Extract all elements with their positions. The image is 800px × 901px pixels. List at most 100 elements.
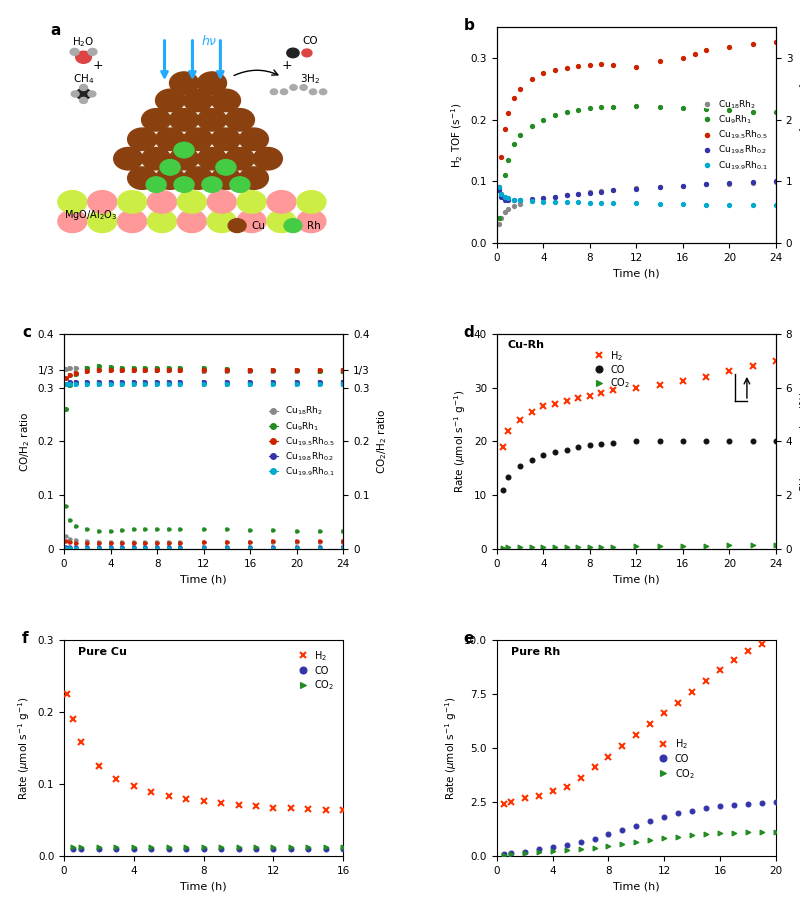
Circle shape [207, 191, 236, 214]
Circle shape [198, 72, 226, 95]
Circle shape [142, 148, 170, 170]
Circle shape [88, 91, 96, 97]
Circle shape [58, 191, 87, 214]
Circle shape [146, 177, 166, 193]
Circle shape [270, 89, 278, 95]
Circle shape [183, 128, 213, 150]
Circle shape [88, 210, 117, 232]
Circle shape [70, 49, 79, 55]
Circle shape [267, 191, 296, 214]
Circle shape [226, 109, 254, 131]
Circle shape [142, 109, 170, 131]
Text: $h\nu$: $h\nu$ [201, 33, 218, 48]
Text: c: c [22, 325, 31, 340]
Circle shape [128, 167, 157, 189]
Circle shape [147, 191, 177, 214]
Y-axis label: H$_2$ TOF (s$^{-1}$): H$_2$ TOF (s$^{-1}$) [450, 102, 465, 168]
Circle shape [211, 167, 241, 189]
Legend: H$_2$, CO, CO$_2$: H$_2$, CO, CO$_2$ [655, 733, 698, 785]
Circle shape [202, 177, 222, 193]
Circle shape [160, 159, 180, 175]
Circle shape [198, 148, 226, 170]
Circle shape [76, 51, 91, 63]
Legend: H$_2$, CO, CO$_2$: H$_2$, CO, CO$_2$ [295, 645, 338, 696]
Circle shape [198, 109, 226, 131]
Circle shape [114, 148, 142, 170]
Text: a: a [50, 23, 61, 38]
Circle shape [88, 191, 117, 214]
Circle shape [302, 49, 312, 57]
Text: b: b [463, 18, 474, 33]
Circle shape [147, 210, 177, 232]
Circle shape [310, 89, 317, 95]
Circle shape [183, 167, 213, 189]
Circle shape [80, 85, 87, 90]
Circle shape [118, 210, 146, 232]
Circle shape [174, 142, 194, 158]
Circle shape [76, 88, 91, 100]
Y-axis label: Rate ($\mu$mol s$^{-1}$ g$^{-1}$): Rate ($\mu$mol s$^{-1}$ g$^{-1}$) [453, 390, 468, 493]
Circle shape [80, 97, 87, 104]
Circle shape [237, 191, 266, 214]
Circle shape [128, 128, 157, 150]
Circle shape [170, 148, 198, 170]
Circle shape [170, 72, 198, 95]
Text: +: + [92, 59, 103, 72]
Circle shape [239, 167, 268, 189]
Circle shape [211, 89, 241, 112]
Text: H$_2$O: H$_2$O [72, 36, 94, 50]
Circle shape [239, 128, 268, 150]
Circle shape [178, 191, 206, 214]
Circle shape [226, 148, 254, 170]
Circle shape [155, 167, 185, 189]
Circle shape [211, 128, 241, 150]
Legend: Cu$_{18}$Rh$_2$, Cu$_9$Rh$_1$, Cu$_{19.5}$Rh$_{0.5}$, Cu$_{19.8}$Rh$_{0.2}$, Cu$: Cu$_{18}$Rh$_2$, Cu$_9$Rh$_1$, Cu$_{19.5… [700, 95, 771, 175]
Text: 3H$_2$: 3H$_2$ [300, 72, 320, 86]
Circle shape [300, 85, 307, 90]
Circle shape [319, 89, 326, 95]
Text: Pure Rh: Pure Rh [510, 647, 560, 657]
Circle shape [287, 48, 299, 58]
X-axis label: Time (h): Time (h) [613, 575, 660, 585]
Text: Cu-Rh: Cu-Rh [508, 340, 545, 350]
Text: Rh: Rh [307, 221, 321, 231]
Circle shape [174, 177, 194, 193]
Circle shape [207, 210, 236, 232]
Y-axis label: Rate ($\mu$mol s$^{-1}$ g$^{-1}$): Rate ($\mu$mol s$^{-1}$ g$^{-1}$) [17, 696, 32, 799]
Circle shape [58, 210, 87, 232]
Text: Cu: Cu [251, 221, 265, 231]
Circle shape [88, 49, 97, 55]
Circle shape [118, 191, 146, 214]
Text: CH$_4$: CH$_4$ [73, 72, 94, 86]
Legend: H$_2$, CO, CO$_2$: H$_2$, CO, CO$_2$ [591, 345, 634, 394]
Y-axis label: CO$_2$/H$_2$ ratio: CO$_2$/H$_2$ ratio [375, 409, 389, 474]
Y-axis label: CH$_4$ conversion (%): CH$_4$ conversion (%) [798, 390, 800, 493]
Circle shape [216, 159, 236, 175]
Text: f: f [22, 632, 29, 646]
Circle shape [297, 191, 326, 214]
Circle shape [290, 85, 297, 90]
Circle shape [284, 219, 302, 232]
Circle shape [183, 89, 213, 112]
Circle shape [297, 210, 326, 232]
Text: Pure Cu: Pure Cu [78, 647, 127, 657]
Circle shape [254, 148, 282, 170]
Y-axis label: Rate ($\mu$mol s$^{-1}$ g$^{-1}$): Rate ($\mu$mol s$^{-1}$ g$^{-1}$) [442, 696, 458, 799]
Circle shape [237, 210, 266, 232]
Circle shape [170, 109, 198, 131]
Legend: Cu$_{18}$Rh$_2$, Cu$_9$Rh$_1$, Cu$_{19.5}$Rh$_{0.5}$, Cu$_{19.8}$Rh$_{0.2}$, Cu$: Cu$_{18}$Rh$_2$, Cu$_9$Rh$_1$, Cu$_{19.5… [266, 401, 338, 482]
X-axis label: Time (h): Time (h) [613, 268, 660, 278]
X-axis label: Time (h): Time (h) [613, 881, 660, 891]
Y-axis label: CO/H$_2$ ratio: CO/H$_2$ ratio [18, 412, 32, 471]
Text: MgO/Al$_2$O$_3$: MgO/Al$_2$O$_3$ [64, 208, 118, 222]
Circle shape [155, 89, 185, 112]
Circle shape [230, 177, 250, 193]
Text: +: + [282, 59, 293, 72]
Circle shape [267, 210, 296, 232]
X-axis label: Time (h): Time (h) [180, 575, 227, 585]
Circle shape [71, 91, 79, 97]
Y-axis label: H$_2$ ($\mu$mol s$^{-1}$ mgRh$^{-1}$): H$_2$ ($\mu$mol s$^{-1}$ mgRh$^{-1}$) [798, 77, 800, 193]
Circle shape [178, 210, 206, 232]
X-axis label: Time (h): Time (h) [180, 881, 227, 891]
Circle shape [280, 89, 288, 95]
